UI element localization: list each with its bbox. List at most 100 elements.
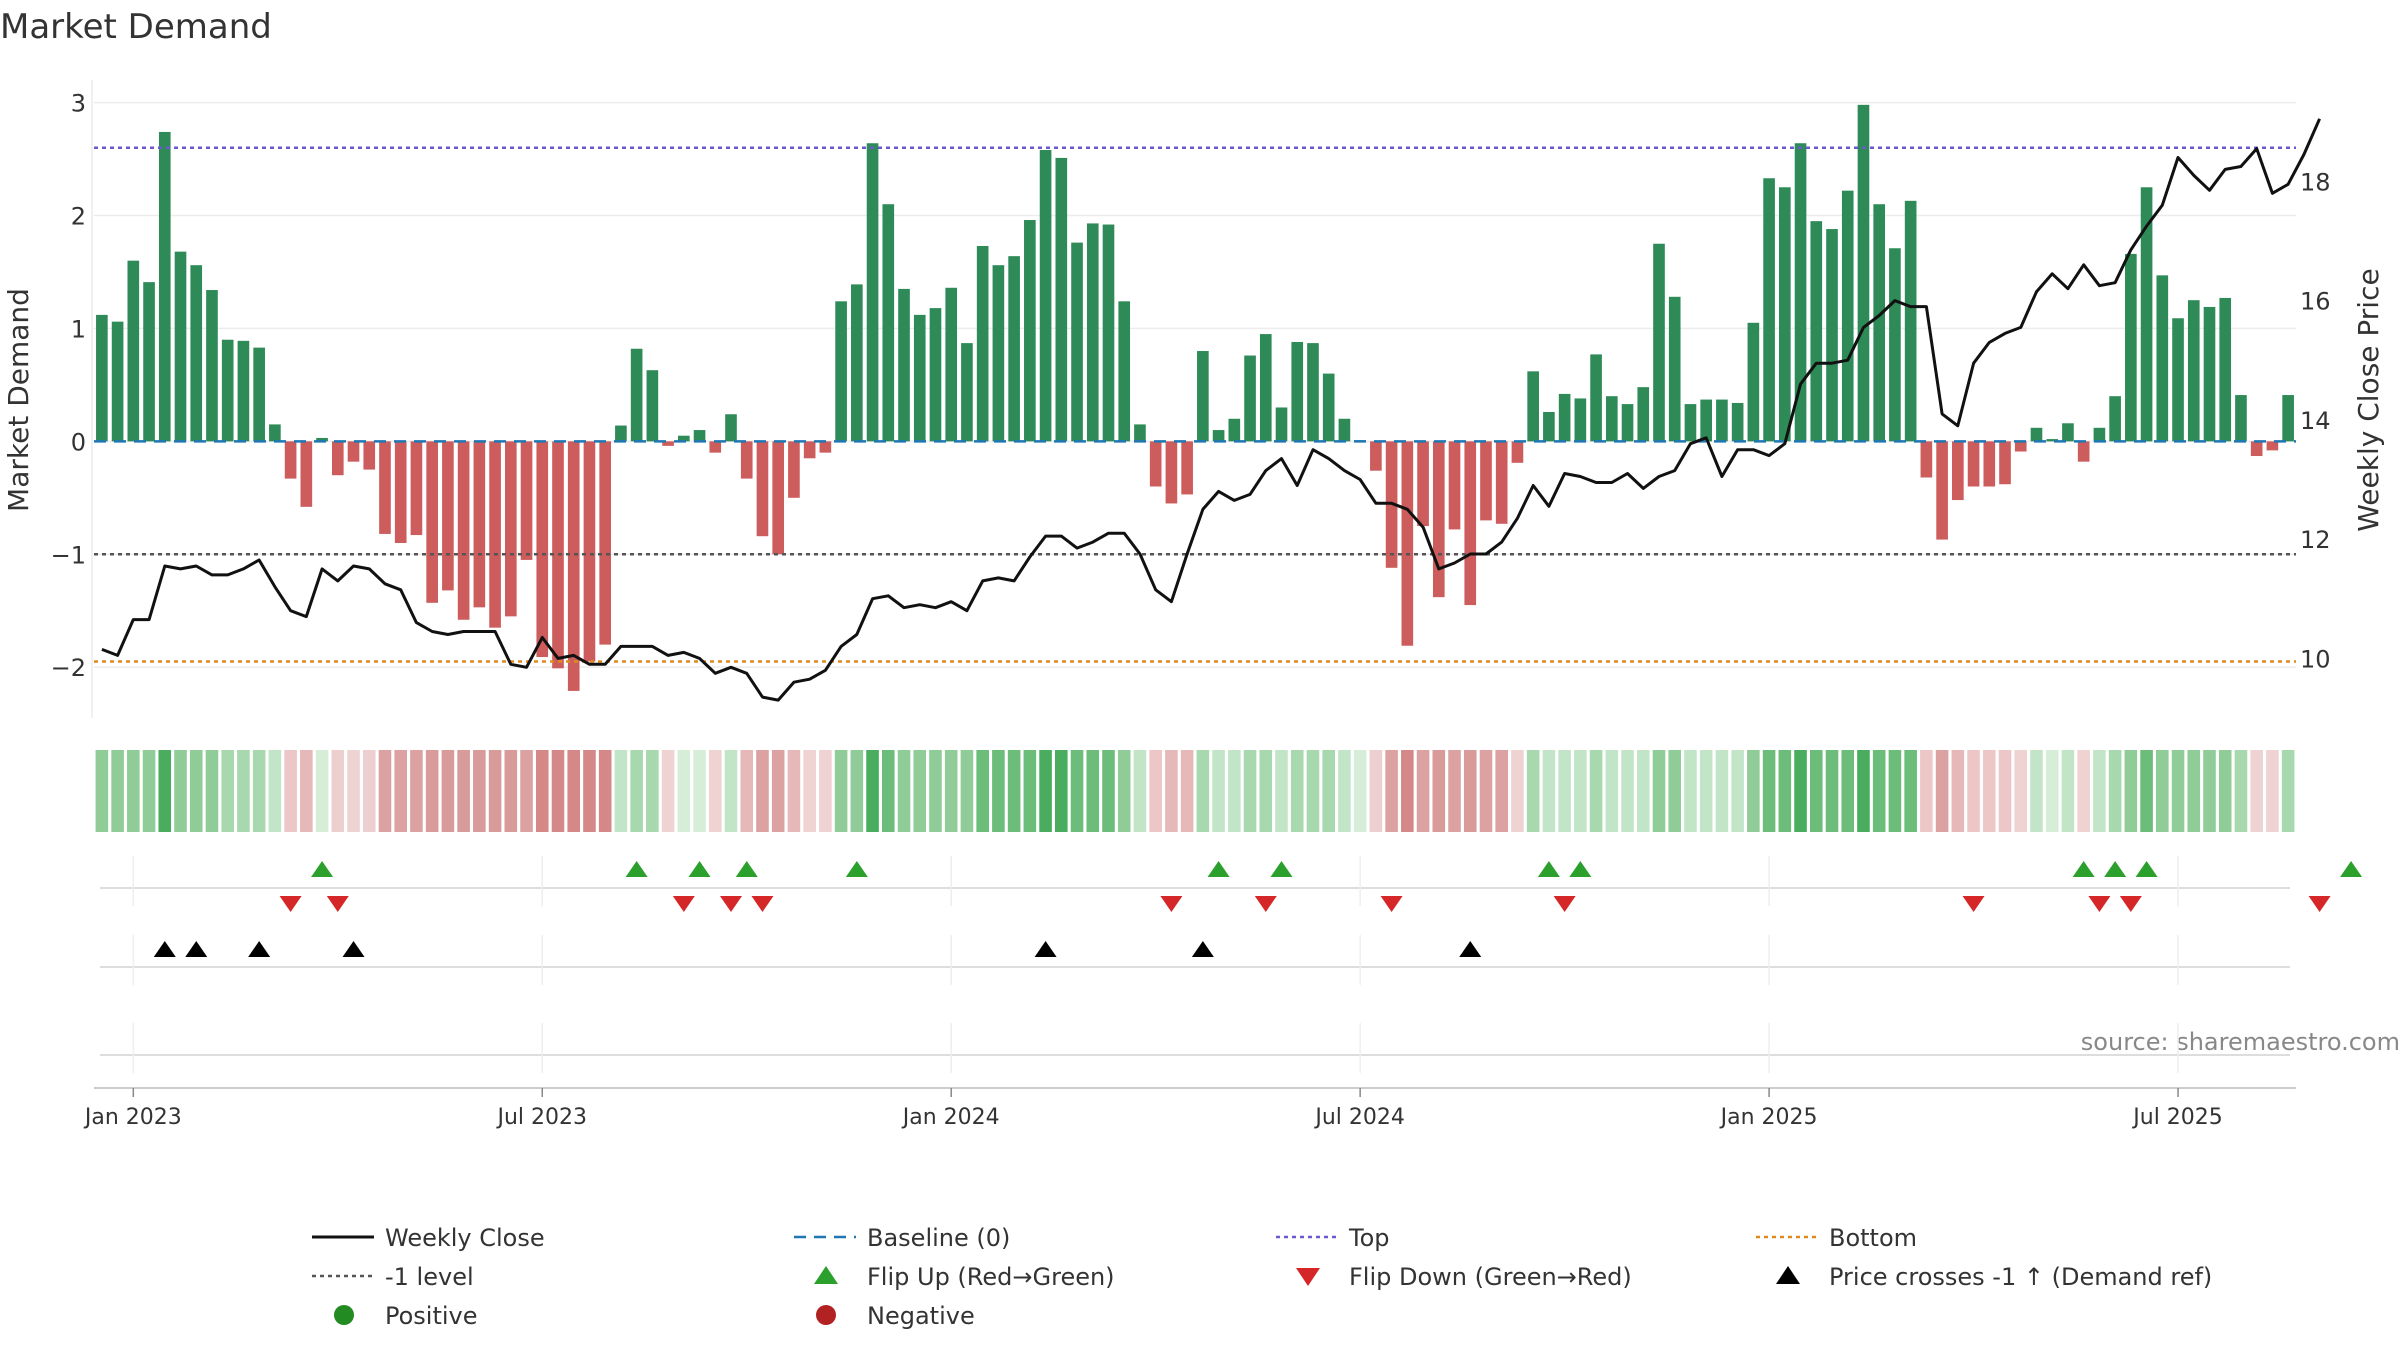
strip-cell bbox=[2250, 750, 2263, 832]
strip-cell bbox=[158, 750, 172, 832]
demand-bar-positive bbox=[1873, 204, 1886, 442]
y-tick-label: −2 bbox=[51, 654, 86, 682]
strip-cell bbox=[1196, 750, 1210, 832]
strip-cell bbox=[1259, 750, 1273, 832]
strip-cell bbox=[944, 750, 958, 832]
demand-bar-negative bbox=[457, 441, 470, 620]
demand-bar-positive bbox=[1747, 322, 1760, 442]
strip-cell bbox=[1621, 750, 1634, 832]
strip-cell bbox=[2171, 750, 2185, 832]
legend: Weekly Close Baseline (0) Top Bottom -1 leve… bbox=[312, 1224, 2212, 1330]
strip-cell bbox=[1794, 750, 1807, 832]
strip-cell bbox=[221, 750, 234, 832]
strip-cell bbox=[1684, 750, 1697, 832]
demand-bar-negative bbox=[2014, 441, 2027, 452]
demand-bar-negative bbox=[379, 441, 391, 534]
strip-cell bbox=[1699, 750, 1713, 832]
demand-bar-negative bbox=[442, 441, 454, 591]
strip-cell bbox=[1275, 750, 1288, 832]
demand-bar-positive bbox=[2203, 306, 2216, 442]
legend-item-flipdown: Flip Down (Green→Red) bbox=[1296, 1263, 1632, 1291]
strip-cell bbox=[913, 750, 927, 832]
strip-cell bbox=[2203, 750, 2216, 832]
demand-bar-positive bbox=[1574, 398, 1587, 442]
demand-bar-positive bbox=[1527, 371, 1539, 442]
strip-cell bbox=[1243, 750, 1257, 832]
strip-cell bbox=[1825, 750, 1839, 832]
legend-swatch-positive bbox=[334, 1305, 354, 1325]
strip-cell bbox=[520, 750, 533, 832]
demand-bar-positive bbox=[190, 265, 203, 442]
strip-cell bbox=[693, 750, 706, 832]
demand-bar-positive bbox=[1197, 351, 1209, 442]
strip-cell bbox=[551, 750, 565, 832]
price-cross-marker bbox=[1034, 941, 1057, 957]
strip-cell bbox=[897, 750, 911, 832]
strip-cell bbox=[960, 750, 974, 832]
demand-bar-positive bbox=[1102, 224, 1115, 442]
demand-bar-negative bbox=[536, 441, 549, 658]
reference-levels bbox=[94, 146, 2296, 663]
strip-cell bbox=[1353, 750, 1367, 832]
legend-label: Top bbox=[1348, 1224, 1390, 1252]
strip-cell bbox=[598, 750, 612, 832]
strip-cell bbox=[1904, 750, 1917, 832]
demand-bar-positive bbox=[2030, 427, 2043, 442]
demand-bar-negative bbox=[363, 441, 376, 470]
demand-bar-positive bbox=[237, 340, 250, 442]
chart-title: Market Demand bbox=[0, 7, 272, 47]
demand-bar-positive bbox=[693, 430, 706, 442]
demand-bar-positive bbox=[678, 435, 690, 442]
demand-bar-negative bbox=[662, 441, 674, 446]
strip-cell bbox=[1495, 750, 1508, 832]
strip-cell bbox=[866, 750, 879, 832]
x-tick-label: Jan 2024 bbox=[901, 1105, 1000, 1130]
y2-tick-label: 16 bbox=[2300, 288, 2331, 316]
demand-bar-negative bbox=[1448, 441, 1461, 530]
demand-bar-negative bbox=[489, 441, 501, 628]
strip-cell bbox=[1023, 750, 1037, 832]
strip-cell bbox=[1857, 750, 1870, 832]
demand-bar-positive bbox=[2125, 253, 2137, 442]
flip-up-marker bbox=[311, 861, 334, 877]
demand-bar-positive bbox=[206, 290, 218, 442]
flip-up-marker bbox=[2340, 861, 2363, 877]
demand-bar-positive bbox=[1841, 190, 1854, 442]
strip-cell bbox=[1652, 750, 1666, 832]
strip-cell bbox=[1888, 750, 1902, 832]
strip-cell bbox=[1117, 750, 1131, 832]
strip-cell bbox=[2030, 750, 2043, 832]
strip-cell bbox=[1463, 750, 1477, 832]
demand-bar-negative bbox=[1165, 441, 1178, 504]
demand-bar-positive bbox=[158, 131, 171, 442]
demand-bar-positive bbox=[1055, 157, 1068, 442]
demand-bar-negative bbox=[772, 441, 785, 555]
demand-bar-negative bbox=[1999, 441, 2011, 485]
demand-bar-positive bbox=[976, 245, 989, 442]
demand-bar-positive bbox=[111, 321, 124, 442]
strip-cell bbox=[740, 750, 754, 832]
flip-up-marker bbox=[1537, 861, 1560, 877]
demand-bar-positive bbox=[1810, 221, 1823, 442]
strip-cell bbox=[1967, 750, 1980, 832]
strip-cell bbox=[1212, 750, 1225, 832]
demand-bar-positive bbox=[1228, 418, 1241, 442]
strip-cell bbox=[756, 750, 769, 832]
legend-item-flipup: Flip Up (Red→Green) bbox=[814, 1263, 1115, 1291]
demand-bar-positive bbox=[1071, 242, 1083, 442]
flip-down-marker bbox=[1160, 896, 1183, 912]
strip-cell bbox=[1133, 750, 1147, 832]
strip-cell bbox=[127, 750, 140, 832]
y2-axis-label: Weekly Close Price bbox=[2352, 268, 2385, 531]
demand-bar-negative bbox=[2077, 441, 2090, 462]
demand-bar-negative bbox=[740, 441, 753, 479]
strip-cell bbox=[1479, 750, 1493, 832]
flip-up-marker bbox=[845, 861, 868, 877]
legend-swatch-flip-up bbox=[814, 1266, 838, 1284]
y-tick-label: 0 bbox=[71, 428, 86, 456]
flip-down-marker bbox=[672, 896, 695, 912]
demand-bar-positive bbox=[1307, 343, 1319, 442]
strip-cell bbox=[787, 750, 801, 832]
demand-bar-positive bbox=[1024, 220, 1036, 442]
